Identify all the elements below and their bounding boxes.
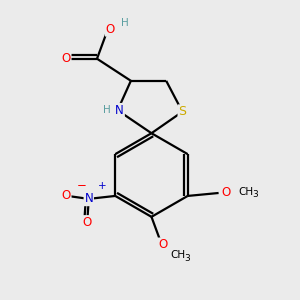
Text: H: H <box>103 105 110 115</box>
Text: O: O <box>159 238 168 251</box>
Text: CH: CH <box>238 187 254 196</box>
Text: H: H <box>121 18 129 28</box>
Text: O: O <box>221 187 230 200</box>
Text: +: + <box>98 182 106 191</box>
Text: CH: CH <box>171 250 186 260</box>
Text: N: N <box>84 192 93 206</box>
Text: S: S <box>178 105 186 118</box>
Text: O: O <box>106 23 115 36</box>
Text: 3: 3 <box>252 190 258 200</box>
Text: −: − <box>77 179 87 193</box>
Text: N: N <box>115 104 124 117</box>
Text: O: O <box>61 189 71 203</box>
Text: 3: 3 <box>185 254 191 263</box>
Text: O: O <box>83 216 92 229</box>
Text: O: O <box>61 52 71 65</box>
